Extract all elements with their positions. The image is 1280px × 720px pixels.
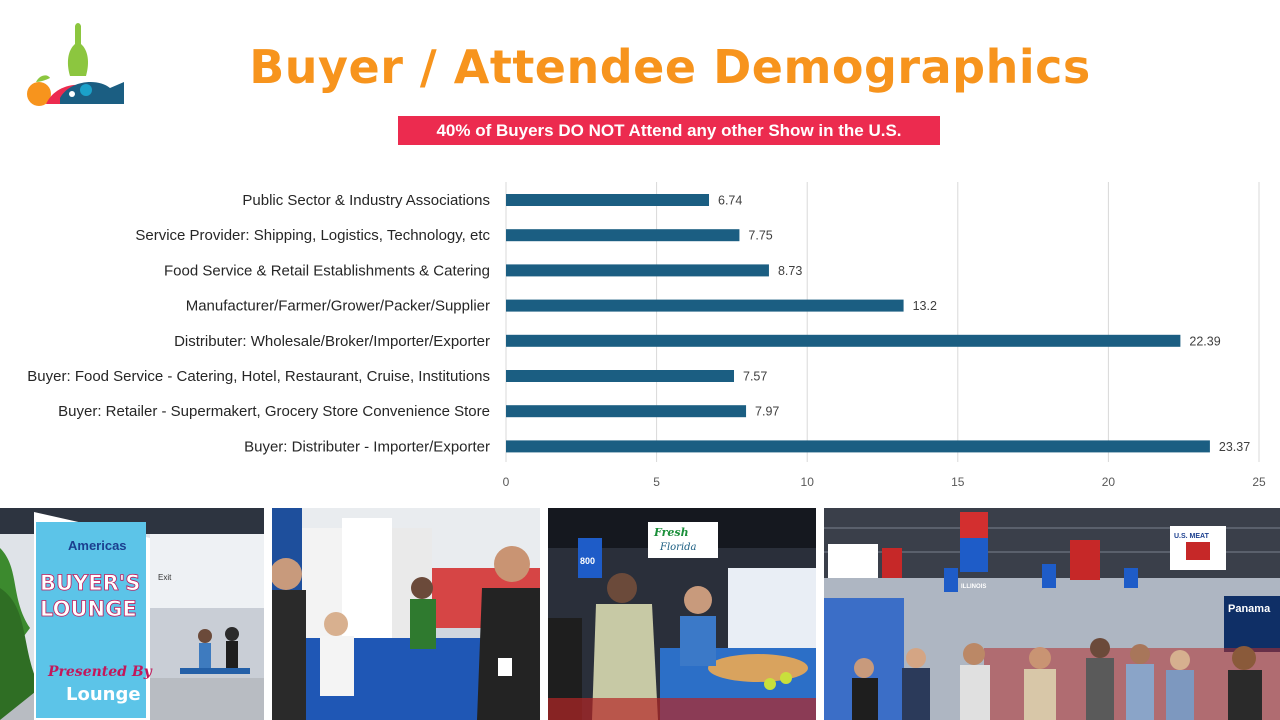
fresh-florida-sign-2: Florida [659, 542, 697, 553]
x-tick-label: 5 [653, 475, 660, 489]
x-tick-label: 25 [1252, 475, 1266, 489]
data-value-label: 6.74 [718, 194, 742, 208]
bar [506, 334, 1181, 347]
lounge-sign-presented: Presented By [47, 664, 153, 680]
fresh-florida-sign-1: Fresh [653, 526, 689, 539]
data-value-label: 22.39 [1189, 334, 1220, 348]
us-meat-banner: U.S. MEAT [1174, 533, 1210, 540]
lounge-exit-sign: Exit [158, 573, 172, 582]
photo-booth-conversation [272, 508, 540, 720]
bar [506, 264, 769, 277]
demographics-bar-chart: Public Sector & Industry Associations Ser… [27, 182, 1266, 489]
category-label: Public Sector & Industry Associations [242, 192, 490, 209]
data-value-label: 8.73 [778, 264, 802, 278]
photo-fresh-florida-booth: 800 Fresh Florida [548, 508, 816, 720]
category-label: Distributer: Wholesale/Broker/Importer/E… [174, 333, 490, 350]
chart-value-labels: 6.74 7.75 8.73 13.2 22.39 7.57 7.97 23.37 [718, 194, 1250, 454]
x-tick-label: 15 [951, 475, 965, 489]
category-label: Service Provider: Shipping, Logistics, T… [135, 227, 490, 244]
category-label: Buyer: Distributer - Importer/Exporter [244, 438, 490, 455]
brand-logo [27, 23, 124, 106]
photo-buyers-lounge: Americas BUYER'S LOUNGE Presented By Lou… [0, 508, 264, 720]
category-label: Buyer: Food Service - Catering, Hotel, R… [27, 368, 490, 385]
highlight-banner: 40% of Buyers DO NOT Attend any other Sh… [398, 116, 940, 145]
panama-banner: Panama [1228, 603, 1271, 615]
data-value-label: 13.2 [913, 299, 937, 313]
chart-category-labels: Public Sector & Industry Associations Ser… [27, 192, 490, 455]
illinois-banner: ILLINOIS [961, 584, 986, 590]
data-value-label: 23.37 [1219, 440, 1250, 454]
event-photo-strip: Americas BUYER'S LOUNGE Presented By Lou… [0, 508, 1280, 720]
category-label: Buyer: Retailer - Supermakert, Grocery S… [58, 403, 490, 420]
data-value-label: 7.57 [743, 370, 767, 384]
photo-show-floor: ILLINOIS U.S. MEAT Panama [824, 508, 1280, 720]
bar [506, 370, 735, 382]
booth-number-label: 800 [580, 556, 595, 566]
chart-x-tick-labels: 0 5 10 15 20 25 [503, 475, 1266, 489]
bar [506, 299, 904, 312]
x-tick-label: 20 [1102, 475, 1116, 489]
bar [506, 440, 1210, 453]
lounge-sign-main-1: BUYER'S [40, 571, 140, 595]
bar [506, 229, 740, 242]
category-label: Food Service & Retail Establishments & C… [164, 262, 490, 279]
lounge-sign-brand: Lounge [66, 684, 141, 705]
x-tick-label: 0 [503, 475, 510, 489]
lounge-sign-heading: Americas [68, 538, 127, 553]
x-tick-label: 10 [801, 475, 815, 489]
category-label: Manufacturer/Farmer/Grower/Packer/Suppli… [186, 298, 490, 315]
page-title: Buyer / Attendee Demographics [249, 40, 1091, 94]
bar [506, 405, 747, 418]
data-value-label: 7.75 [748, 229, 772, 243]
lounge-sign-main-2: LOUNGE [40, 597, 137, 621]
chart-bars [506, 194, 1210, 453]
chart-gridlines [505, 182, 1260, 462]
bar [506, 194, 710, 206]
data-value-label: 7.97 [755, 405, 779, 419]
